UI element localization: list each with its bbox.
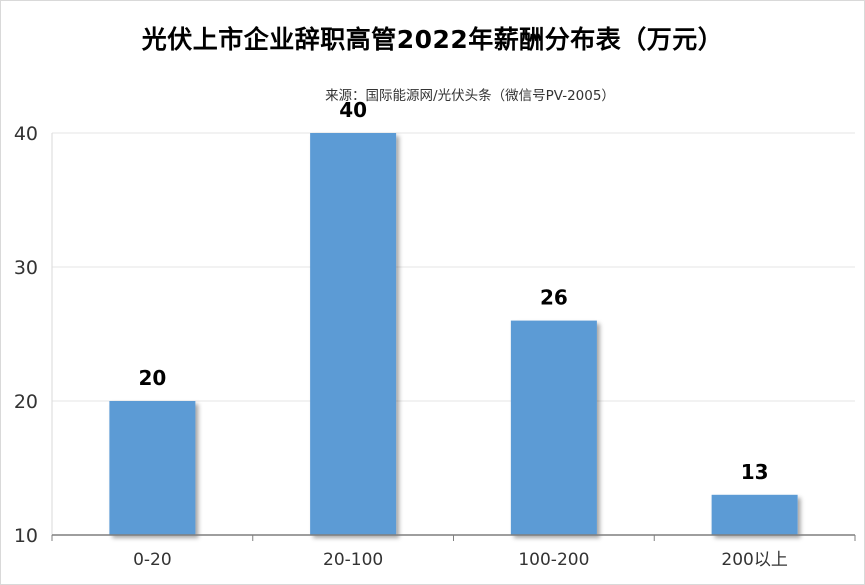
- bar-200以上: [711, 494, 798, 535]
- x-tick-label-20-100: 20-100: [323, 550, 383, 570]
- gridlines: [52, 132, 855, 402]
- axes-group: 10 20 30 40: [14, 123, 856, 547]
- bar-0-20: [109, 401, 196, 535]
- x-tick-label-0-20: 0-20: [133, 550, 172, 570]
- labels-group: 20 0-20 40 20-100 26 100-200 13 200以上: [133, 98, 788, 570]
- bars-group: [109, 133, 798, 535]
- y-tick-label-10: 10: [14, 525, 38, 547]
- bar-100-200: [510, 320, 597, 535]
- x-tick-label-200以上: 200以上: [721, 550, 787, 570]
- data-label-20-100: 40: [339, 98, 367, 122]
- data-label-200以上: 13: [741, 460, 769, 484]
- chart-title: 光伏上市企业辞职高管2022年薪酬分布表（万元）: [141, 25, 724, 54]
- y-tick-label-30: 30: [14, 257, 38, 279]
- bar-20-100: [310, 133, 397, 535]
- data-label-0-20: 20: [138, 366, 166, 390]
- y-tick-label-40: 40: [14, 123, 38, 145]
- data-label-100-200: 26: [540, 286, 568, 310]
- x-tick-label-100-200: 100-200: [518, 550, 589, 570]
- chart-subtitle: 来源：国际能源网/光伏头条（微信号PV-2005）: [325, 88, 615, 104]
- y-tick-label-20: 20: [14, 391, 38, 413]
